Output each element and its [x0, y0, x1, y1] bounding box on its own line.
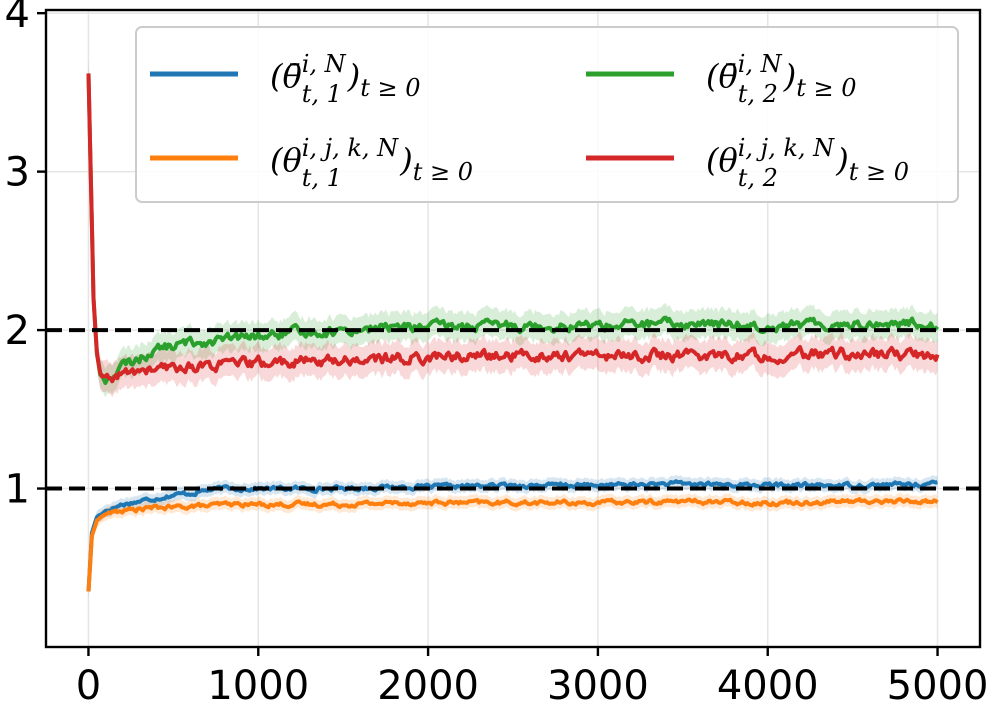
plot-frame — [44, 8, 982, 649]
x-tick-label: 4000 — [717, 663, 819, 709]
x-tick-label: 1000 — [207, 663, 309, 709]
legend-open: (θ — [270, 141, 302, 179]
legend-close: ) — [783, 57, 796, 95]
legend-tail: t ≥ 0 — [360, 74, 420, 102]
x-tick-label: 0 — [76, 663, 101, 709]
legend-sup: i, j, k, N — [738, 134, 835, 162]
legend-close: ) — [347, 57, 360, 95]
line-theta_ijk_1 — [86, 497, 939, 592]
legend-tail: t ≥ 0 — [413, 158, 473, 186]
legend-sup: i, j, k, N — [302, 134, 399, 162]
legend-close: ) — [399, 141, 412, 179]
reference-lines — [46, 328, 980, 491]
band-theta_bar_2 — [88, 59, 938, 398]
x-axis-ticks: 0 1000 2000 3000 4000 5000 — [76, 647, 989, 709]
line-theta_bar_2 — [86, 73, 940, 385]
legend-open: (θ̄ — [706, 57, 738, 95]
legend-tail: t ≥ 0 — [796, 74, 856, 102]
legend-sub: t, 1 — [302, 164, 342, 192]
x-tick-label: 2000 — [377, 663, 479, 709]
legend-tail: t ≥ 0 — [849, 158, 909, 186]
x-tick-label: 5000 — [887, 663, 989, 709]
x-tick-label: 3000 — [547, 663, 649, 709]
legend-sub: t, 1 — [302, 80, 342, 108]
line-theta_bar_1 — [86, 479, 938, 592]
series-lines — [86, 73, 940, 592]
legend-sup: i, N — [302, 50, 347, 78]
legend-sub: t, 2 — [738, 80, 778, 108]
y-tick-label: 4 — [5, 0, 30, 37]
legend-sup: i, N — [738, 50, 783, 78]
legend-open: (θ̄ — [270, 57, 302, 95]
y-tick-label: 3 — [5, 150, 30, 196]
legend-open: (θ — [706, 141, 738, 179]
legend-sub: t, 2 — [738, 164, 778, 192]
y-axis-ticks: 1 2 3 4 — [5, 0, 46, 513]
legend-close: ) — [835, 141, 848, 179]
legend-box — [135, 26, 959, 203]
y-tick-label: 2 — [5, 308, 30, 354]
line-theta_ijk_2 — [86, 73, 940, 384]
y-tick-label: 1 — [5, 467, 30, 513]
